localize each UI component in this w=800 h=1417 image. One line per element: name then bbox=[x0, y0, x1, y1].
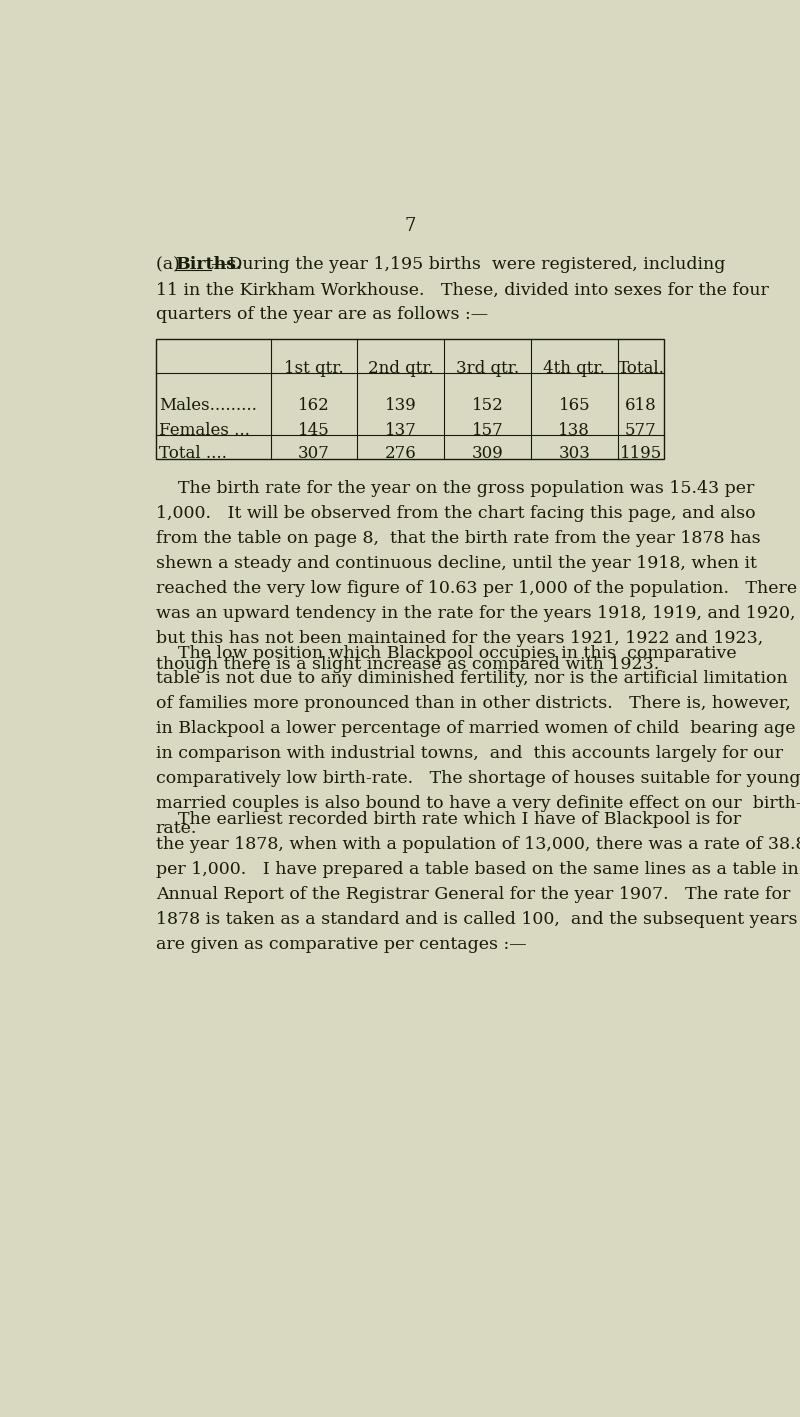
Text: in Blackpool a lower percentage of married women of child  bearing age: in Blackpool a lower percentage of marri… bbox=[156, 720, 795, 737]
Text: (a): (a) bbox=[156, 256, 185, 273]
Text: reached the very low figure of 10.63 per 1,000 of the population.   There: reached the very low figure of 10.63 per… bbox=[156, 581, 797, 598]
Text: 307: 307 bbox=[298, 445, 330, 462]
Text: was an upward tendency in the rate for the years 1918, 1919, and 1920,: was an upward tendency in the rate for t… bbox=[156, 605, 795, 622]
Text: 2nd qtr.: 2nd qtr. bbox=[368, 360, 434, 377]
Text: Total ....: Total .... bbox=[159, 445, 226, 462]
Text: —During the year 1,195 births  were registered, including: —During the year 1,195 births were regis… bbox=[211, 256, 726, 273]
Text: 618: 618 bbox=[625, 397, 657, 414]
Text: Births.: Births. bbox=[175, 256, 242, 273]
Text: of families more pronounced than in other districts.   There is, however,: of families more pronounced than in othe… bbox=[156, 694, 790, 711]
Text: 137: 137 bbox=[385, 422, 417, 439]
Text: per 1,000.   I have prepared a table based on the same lines as a table in the: per 1,000. I have prepared a table based… bbox=[156, 860, 800, 877]
Text: 1,000.   It will be observed from the chart facing this page, and also: 1,000. It will be observed from the char… bbox=[156, 504, 755, 521]
Text: but this has not been maintained for the years 1921, 1922 and 1923,: but this has not been maintained for the… bbox=[156, 631, 763, 648]
Text: comparatively low birth-rate.   The shortage of houses suitable for young: comparatively low birth-rate. The shorta… bbox=[156, 771, 800, 786]
Text: 138: 138 bbox=[558, 422, 590, 439]
Text: 276: 276 bbox=[385, 445, 417, 462]
Text: rate.: rate. bbox=[156, 820, 197, 837]
Text: 152: 152 bbox=[472, 397, 503, 414]
Text: 1878 is taken as a standard and is called 100,  and the subsequent years: 1878 is taken as a standard and is calle… bbox=[156, 911, 798, 928]
Text: married couples is also bound to have a very definite effect on our  birth-: married couples is also bound to have a … bbox=[156, 795, 800, 812]
Text: 303: 303 bbox=[558, 445, 590, 462]
Text: the year 1878, when with a population of 13,000, there was a rate of 38.8: the year 1878, when with a population of… bbox=[156, 836, 800, 853]
Text: 577: 577 bbox=[625, 422, 657, 439]
Text: Total.: Total. bbox=[618, 360, 664, 377]
Text: 1195: 1195 bbox=[620, 445, 662, 462]
Text: in comparison with industrial towns,  and  this accounts largely for our: in comparison with industrial towns, and… bbox=[156, 745, 783, 762]
Text: 7: 7 bbox=[404, 217, 416, 235]
Text: 157: 157 bbox=[472, 422, 503, 439]
Text: 3rd qtr.: 3rd qtr. bbox=[456, 360, 519, 377]
Text: 165: 165 bbox=[558, 397, 590, 414]
Text: table is not due to any diminished fertility, nor is the artificial limitation: table is not due to any diminished ferti… bbox=[156, 670, 787, 687]
Text: 1st qtr.: 1st qtr. bbox=[284, 360, 344, 377]
Text: Annual Report of the Registrar General for the year 1907.   The rate for: Annual Report of the Registrar General f… bbox=[156, 886, 790, 903]
Text: 139: 139 bbox=[385, 397, 417, 414]
Text: 4th qtr.: 4th qtr. bbox=[543, 360, 605, 377]
Text: are given as comparative per centages :—: are given as comparative per centages :— bbox=[156, 937, 526, 954]
Text: from the table on page 8,  that the birth rate from the year 1878 has: from the table on page 8, that the birth… bbox=[156, 530, 761, 547]
Text: though there is a slight increase as compared with 1923.: though there is a slight increase as com… bbox=[156, 656, 659, 673]
Text: 162: 162 bbox=[298, 397, 330, 414]
Text: 11 in the Kirkham Workhouse.   These, divided into sexes for the four: 11 in the Kirkham Workhouse. These, divi… bbox=[156, 282, 769, 299]
Text: Females ...: Females ... bbox=[159, 422, 250, 439]
Bar bbox=[156, 339, 664, 459]
Text: quarters of the year are as follows :—: quarters of the year are as follows :— bbox=[156, 306, 488, 323]
Text: The birth rate for the year on the gross population was 15.43 per: The birth rate for the year on the gross… bbox=[156, 480, 754, 497]
Text: Males.........: Males......... bbox=[159, 397, 257, 414]
Text: shewn a steady and continuous decline, until the year 1918, when it: shewn a steady and continuous decline, u… bbox=[156, 555, 757, 572]
Text: The low position which Blackpool occupies in this  comparative: The low position which Blackpool occupie… bbox=[156, 645, 737, 662]
Text: 145: 145 bbox=[298, 422, 330, 439]
Text: The earliest recorded birth rate which I have of Blackpool is for: The earliest recorded birth rate which I… bbox=[156, 811, 741, 828]
Text: 309: 309 bbox=[472, 445, 503, 462]
